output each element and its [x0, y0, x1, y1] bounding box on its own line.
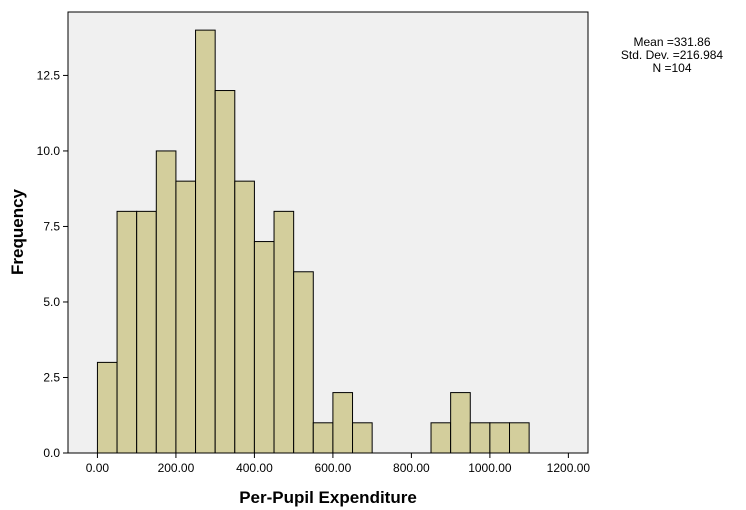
histogram-bar: [155, 150, 177, 454]
histogram-bar: [195, 29, 216, 454]
x-tick-label: 0.00: [86, 461, 110, 475]
histogram-bar: [253, 241, 275, 454]
histogram-bar: [116, 210, 138, 454]
y-tick-label: 0.0: [43, 446, 60, 460]
histogram-bar: [332, 392, 354, 454]
y-axis-title: Frequency: [8, 188, 27, 275]
y-tick-label: 12.5: [37, 68, 61, 82]
summary-stats: Mean =331.86 Std. Dev. =216.984 N =104: [612, 36, 732, 75]
histogram-bar: [489, 422, 511, 454]
histogram-bar: [175, 180, 197, 454]
x-tick-label: 600.00: [315, 461, 352, 475]
mean-stat: Mean =331.86: [633, 35, 711, 49]
x-axis-title: Per-Pupil Expenditure: [239, 488, 417, 507]
histogram-bar: [312, 422, 334, 454]
histogram-bar: [136, 210, 157, 454]
histogram-bar: [234, 180, 255, 454]
n-stat: N =104: [652, 61, 692, 75]
histogram-bar: [293, 271, 314, 454]
y-tick-label: 7.5: [43, 219, 60, 233]
x-tick-label: 200.00: [158, 461, 195, 475]
x-axis: 0.00 200.00 400.00 600.00 800.00 1000.00 1200.…: [86, 453, 591, 475]
y-tick-label: 5.0: [43, 295, 60, 309]
histogram-bar: [214, 90, 236, 454]
x-tick-label: 800.00: [393, 461, 430, 475]
histogram-bar: [450, 392, 471, 454]
histogram-bar: [352, 422, 373, 454]
std-dev-stat: Std. Dev. =216.984: [620, 48, 724, 62]
x-tick-label: 400.00: [236, 461, 273, 475]
histogram-bar: [469, 422, 491, 454]
histogram-bar: [96, 361, 118, 454]
histogram-bar: [509, 422, 530, 454]
histogram-bar: [273, 210, 295, 454]
x-tick-label: 1000.00: [468, 461, 512, 475]
histogram-bar: [430, 422, 452, 454]
x-tick-label: 1200.00: [547, 461, 591, 475]
y-tick-label: 2.5: [43, 370, 60, 384]
y-tick-label: 10.0: [37, 144, 61, 158]
y-axis: 0.0 2.5 5.0 7.5 10.0 12.5: [37, 68, 68, 460]
bars-group: [96, 29, 530, 454]
